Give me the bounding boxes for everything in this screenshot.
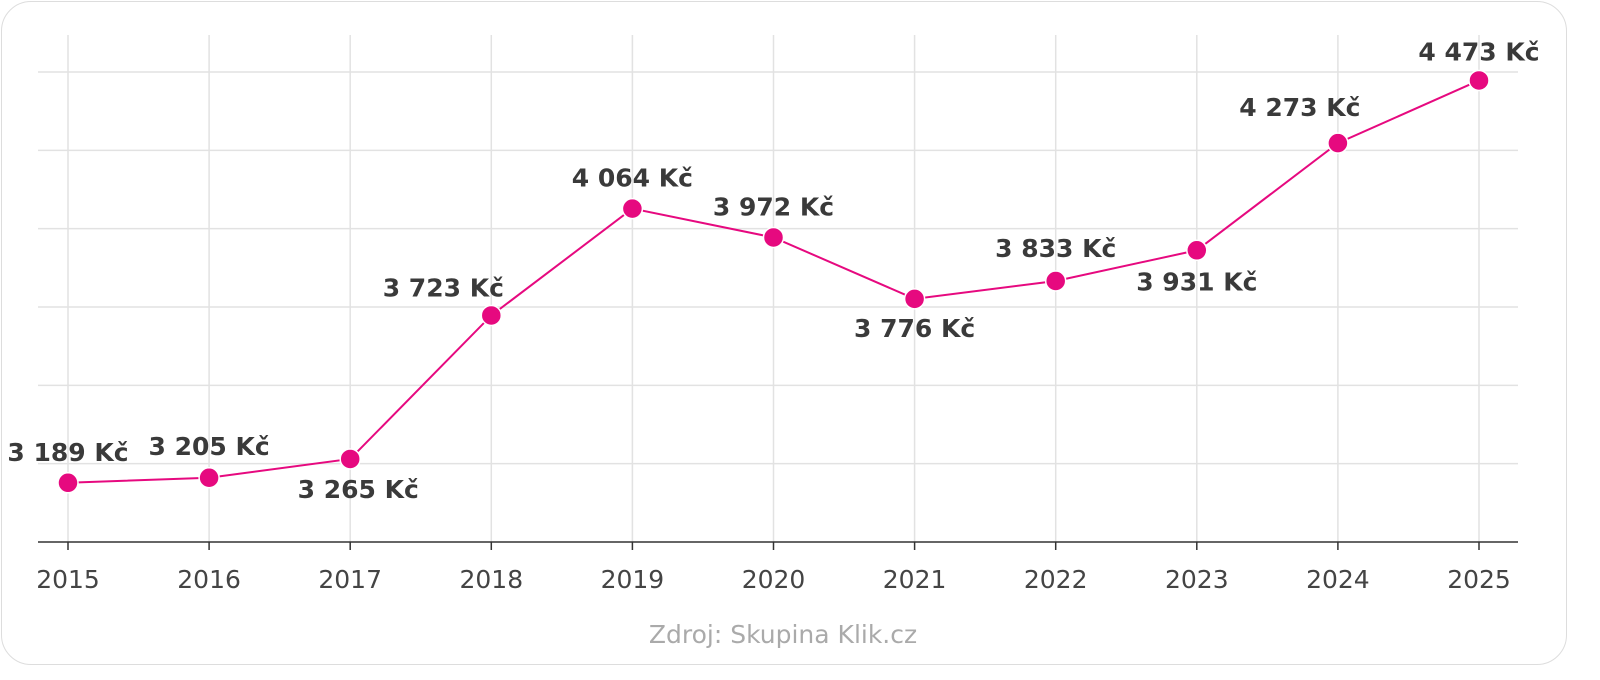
- x-tick-label: 2016: [177, 565, 241, 594]
- x-tick-label: 2020: [742, 565, 806, 594]
- x-tick-label: 2025: [1447, 565, 1511, 594]
- marker: [1327, 132, 1349, 154]
- x-tick-label: 2024: [1306, 565, 1370, 594]
- data-label: 3 776 Kč: [854, 314, 975, 343]
- data-label: 4 473 Kč: [1418, 37, 1539, 66]
- data-label: 4 273 Kč: [1239, 93, 1360, 122]
- source: Zdroj: Skupina Klik.cz: [649, 620, 917, 649]
- x-tick-label: 2018: [459, 565, 523, 594]
- x-tick-label: 2019: [601, 565, 665, 594]
- x-tick-label: 2023: [1165, 565, 1229, 594]
- marker: [1468, 69, 1490, 92]
- marker: [903, 288, 926, 310]
- marker: [621, 197, 644, 220]
- data-label: 3 972 Kč: [713, 192, 834, 221]
- marker: [57, 472, 79, 494]
- x-tick-label: 2021: [883, 565, 947, 594]
- data-label: 3 205 Kč: [149, 432, 270, 461]
- marker: [198, 467, 220, 489]
- x-tick-label: 2022: [1024, 565, 1088, 594]
- marker: [480, 304, 503, 327]
- marker: [1186, 239, 1208, 262]
- data-label: 3 723 Kč: [383, 273, 504, 302]
- marker: [1044, 270, 1067, 292]
- marker: [762, 226, 785, 249]
- data-label: 3 265 Kč: [298, 475, 419, 504]
- data-label: 3 931 Kč: [1136, 267, 1257, 296]
- data-label: 3 833 Kč: [995, 234, 1116, 263]
- x-tick-label: 2015: [36, 565, 100, 594]
- x-tick-label: 2017: [318, 565, 382, 594]
- data-label: 3 189 Kč: [7, 438, 128, 467]
- card: [1, 1, 1567, 665]
- marker: [339, 448, 361, 470]
- data-label: 4 064 Kč: [572, 164, 693, 193]
